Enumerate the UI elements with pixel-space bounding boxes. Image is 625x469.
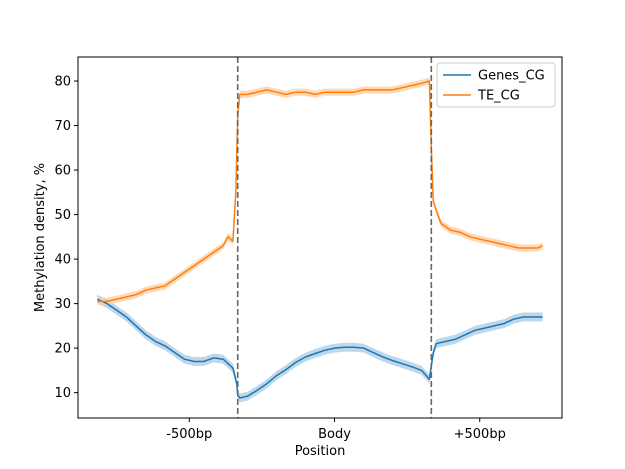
- region-boundaries: [236, 57, 433, 418]
- y-tick-label: 30: [54, 297, 71, 312]
- x-tick-label: Body: [318, 427, 351, 442]
- plot-frame: [77, 56, 563, 419]
- series-lines: [97, 80, 543, 399]
- y-tick-label: 10: [54, 386, 71, 401]
- x-tick-label: -500bp: [166, 427, 212, 442]
- y-axis-label: Methylation density, %: [33, 163, 48, 312]
- confidence-bands: [97, 77, 543, 403]
- y-axis-ticks: 10 20 30 40 50 60 70 80: [54, 75, 78, 401]
- y-tick-label: 80: [54, 75, 71, 90]
- legend-label-genes-cg: Genes_CG: [478, 69, 545, 84]
- y-tick-label: 50: [54, 208, 71, 223]
- te-cg-line: [97, 80, 543, 303]
- legend-box: [436, 62, 556, 108]
- legend-label-te-cg: TE_CG: [477, 89, 520, 104]
- genes-cg-confidence-band: [97, 294, 543, 403]
- x-tick-label: +500bp: [454, 427, 506, 442]
- genes-cg-line: [97, 298, 543, 399]
- y-tick-label: 60: [54, 164, 71, 179]
- y-tick-label: 20: [54, 342, 71, 357]
- y-tick-label: 70: [54, 119, 71, 134]
- y-tick-label: 40: [54, 253, 71, 268]
- x-axis-ticks: -500bp Body +500bp: [166, 418, 506, 442]
- legend: Genes_CG TE_CG: [436, 62, 556, 108]
- x-axis-label: Position: [295, 444, 346, 459]
